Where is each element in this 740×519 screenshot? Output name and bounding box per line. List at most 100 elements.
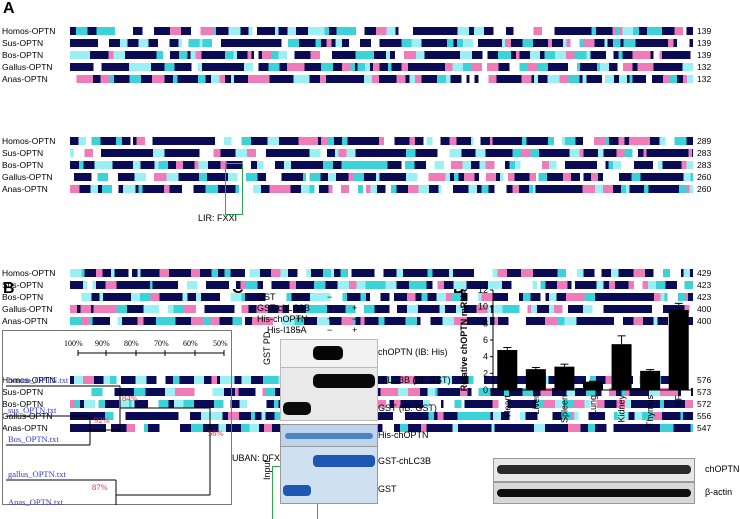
panel-label-a: A (3, 0, 15, 17)
y-tick-label: 6 (483, 335, 488, 345)
bar-kidney (611, 344, 632, 390)
species-name: Homos-OPTN (2, 375, 56, 385)
sequence-end-position: 260 (697, 184, 712, 194)
sequence-end-position: 547 (697, 423, 712, 433)
sequence-strip (70, 376, 693, 384)
pulldown-mark: − (296, 303, 302, 313)
alignment-row: Sus-OPTN 283 (2, 148, 737, 158)
bar-bf (668, 310, 689, 390)
tree-scale-tick: 70% (154, 339, 169, 348)
sequence-strip (70, 137, 693, 145)
alignment-row: Sus-OPTN 423 (2, 280, 737, 290)
sequence-end-position: 139 (697, 26, 712, 36)
lir-motif-label: LIR: FXXI (198, 213, 238, 223)
sequence-end-position: 260 (697, 172, 712, 182)
y-tick-label: 0 (483, 385, 488, 395)
tree-node-support: 87% (92, 482, 108, 492)
species-name: Bos-OPTN (2, 50, 44, 60)
pulldown-row-label: GST-chLC3B (257, 303, 311, 313)
category-label: Heart (502, 395, 512, 418)
category-label: Thymus (645, 395, 655, 428)
sequence-end-position: 556 (697, 411, 712, 421)
species-name: Sus-OPTN (2, 387, 44, 397)
pulldown-mark: − (296, 325, 302, 335)
pulldown-row-label: His-I185A (267, 325, 307, 335)
input-section-label: Input (262, 459, 272, 480)
sequence-strip (70, 149, 693, 157)
alignment-row: Bos-OPTN 423 (2, 292, 737, 302)
alignment-row: Gallus-OPTN 260 (2, 172, 737, 182)
tree-leaf-label: gallus_OPTN.txt (8, 469, 66, 479)
sequence-strip (70, 388, 693, 396)
sequence-strip (70, 75, 693, 83)
species-name: Anas-OPTN (2, 423, 48, 433)
pulldown-mark: + (327, 303, 333, 313)
uban-motif-label: UBAN: DFXXER (232, 453, 299, 463)
tree-node-support: 84% (122, 393, 138, 403)
pulldown-mark: − (327, 325, 333, 335)
pulldown-mark: − (352, 292, 358, 302)
sequence-end-position: 132 (697, 74, 712, 84)
tree-scale-tick: 50% (213, 339, 228, 348)
y-tick-label: 8 (483, 318, 488, 328)
category-label: Kidney (617, 395, 627, 423)
bar-liver (525, 369, 546, 390)
species-name: Gallus-OPTN (2, 62, 53, 72)
pulldown-mark: + (352, 325, 358, 335)
sequence-end-position: 289 (697, 136, 712, 146)
category-label: Lung (588, 395, 598, 415)
panel-label-b: B (3, 280, 15, 297)
sequence-strip (70, 39, 693, 47)
tree-scale-tick: 100% (64, 339, 83, 348)
sequence-strip (70, 185, 693, 193)
species-name: Homos-OPTN (2, 136, 56, 146)
species-name: Bos-OPTN (2, 292, 44, 302)
sequence-end-position: 400 (697, 316, 712, 326)
pulldown-mark: + (327, 314, 333, 324)
y-tick-label: 10 (478, 302, 488, 312)
y-tick-label: 12 (478, 285, 488, 295)
lir-motif-box (225, 163, 243, 215)
alignment-row: Gallus-OPTN 132 (2, 62, 737, 72)
blot-input-his (280, 424, 378, 448)
band-label: GST (378, 484, 397, 494)
pulldown-mark: + (296, 292, 302, 302)
bar-thymus (640, 370, 661, 390)
sequence-end-position: 283 (697, 148, 712, 158)
y-tick-label: 2 (483, 368, 488, 378)
pulldown-row-label: GST (257, 292, 276, 302)
alignment-row: Anas-OPTN 260 (2, 184, 737, 194)
sequence-end-position: 429 (697, 268, 712, 278)
alignment-row: Homos-OPTN 576 (2, 375, 737, 385)
tree-leaf-label: Anas_OPTN.txt (8, 497, 64, 507)
tree-scale-tick: 60% (183, 339, 198, 348)
sequence-strip (70, 161, 693, 169)
sequence-strip (70, 63, 693, 71)
y-axis-label: Relative chOPTN mRNA (459, 288, 469, 391)
blot-actin-tissue (493, 482, 695, 504)
bar-lung (583, 381, 603, 390)
sequence-end-position: 423 (697, 292, 712, 302)
sequence-end-position: 139 (697, 50, 712, 60)
phylo-tree-panel (2, 330, 232, 505)
alignment-row: Sus-OPTN 573 (2, 387, 737, 397)
sequence-strip (70, 305, 693, 313)
species-name: Sus-OPTN (2, 148, 44, 158)
sequence-end-position: 573 (697, 387, 712, 397)
species-name: Bos-OPTN (2, 399, 44, 409)
tree-scale-tick: 80% (124, 339, 139, 348)
pulldown-row-label: His-chOPTN (257, 314, 308, 324)
band-label: GST-chLC3B (378, 456, 432, 466)
alignment-row: Homos-OPTN 139 (2, 26, 737, 36)
blot-input-gst (280, 446, 378, 504)
alignment-row: Bos-OPTN 283 (2, 160, 737, 170)
blot-label-actin: β-actin (705, 487, 733, 497)
species-name: Homos-OPTN (2, 268, 56, 278)
species-name: Sus-OPTN (2, 280, 44, 290)
sequence-strip (70, 400, 693, 408)
alignment-row: Sus-OPTN 139 (2, 38, 737, 48)
blot-chOPTN-his (280, 339, 378, 369)
gst-pd-section-label: GST PD (262, 331, 272, 365)
sequence-strip (70, 281, 693, 289)
pulldown-mark: + (296, 314, 302, 324)
